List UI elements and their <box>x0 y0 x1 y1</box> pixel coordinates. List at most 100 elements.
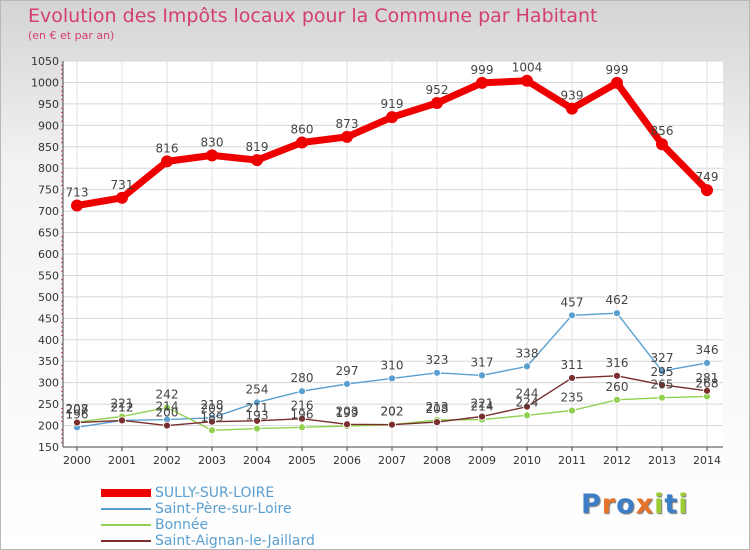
y-tick-label: 800 <box>38 162 59 175</box>
y-tick-label: 1000 <box>31 76 59 89</box>
data-label: 189 <box>201 410 224 424</box>
data-label: 212 <box>111 400 134 414</box>
data-point <box>568 311 576 320</box>
legend: SULLY-SUR-LOIRE Saint-Père-sur-Loire Bon… <box>101 485 315 549</box>
data-label: 952 <box>426 83 449 97</box>
data-point <box>523 402 531 411</box>
data-label: 749 <box>696 170 719 184</box>
grid-lines <box>63 60 723 448</box>
data-label: 297 <box>336 364 359 378</box>
data-point <box>206 149 218 162</box>
data-label: 310 <box>381 358 404 372</box>
legend-swatch <box>101 524 151 526</box>
logo-letter: x <box>635 489 655 520</box>
data-label: 860 <box>291 122 314 136</box>
legend-label: Bonnée <box>155 517 209 533</box>
data-label: 196 <box>291 407 314 421</box>
y-tick-label: 1050 <box>31 55 59 68</box>
data-label: 316 <box>606 356 629 370</box>
data-point <box>161 155 173 168</box>
y-tick-label: 400 <box>38 334 59 347</box>
data-point <box>703 386 711 395</box>
data-label: 462 <box>606 293 629 307</box>
logo-letter: o <box>616 489 636 520</box>
legend-swatch <box>101 508 151 510</box>
data-point <box>658 380 666 389</box>
data-label: 939 <box>561 89 584 103</box>
data-point <box>613 309 621 318</box>
data-point <box>433 368 441 377</box>
data-point <box>521 74 533 87</box>
data-point <box>163 421 171 430</box>
data-point <box>298 414 306 423</box>
series-group <box>71 74 713 435</box>
data-label: 199 <box>336 406 359 420</box>
x-tick-label: 2005 <box>288 454 316 467</box>
data-point <box>251 154 263 167</box>
data-label: 268 <box>696 376 719 390</box>
data-point <box>298 387 306 396</box>
data-label: 346 <box>696 343 719 357</box>
data-point <box>253 424 261 433</box>
x-tick-label: 2004 <box>243 454 271 467</box>
legend-item-saint-aignan: Saint-Aignan-le-Jaillard <box>101 533 315 549</box>
data-point <box>658 393 666 402</box>
y-tick-label: 750 <box>38 184 59 197</box>
legend-label: SULLY-SUR-LOIRE <box>155 485 275 501</box>
data-label: 260 <box>606 380 629 394</box>
legend-label: Saint-Père-sur-Loire <box>155 501 292 517</box>
axes: 150 200 250 300 350 400 450 500 550 600 650 700 750 8… <box>31 55 723 467</box>
legend-item-saint-pere: Saint-Père-sur-Loire <box>101 501 315 517</box>
data-point <box>611 76 623 89</box>
y-tick-label: 200 <box>38 420 59 433</box>
data-label: 457 <box>561 295 584 309</box>
data-point <box>71 199 83 212</box>
logo-letter: i <box>678 489 689 520</box>
logo-letter: i <box>654 489 665 520</box>
data-point <box>343 420 351 429</box>
legend-label: Saint-Aignan-le-Jaillard <box>155 533 315 549</box>
y-tick-label: 700 <box>38 205 59 218</box>
data-label: 214 <box>156 400 179 414</box>
x-tick-label: 2001 <box>108 454 136 467</box>
x-tick-label: 2000 <box>63 454 91 467</box>
x-tick-label: 2014 <box>693 454 721 467</box>
data-point <box>118 416 126 425</box>
data-point <box>298 423 306 432</box>
data-label: 295 <box>651 365 674 379</box>
data-label: 713 <box>66 186 89 200</box>
data-point <box>341 130 353 143</box>
data-point <box>296 136 308 149</box>
data-label: 202 <box>381 405 404 419</box>
data-label: 196 <box>66 407 89 421</box>
x-tick-label: 2008 <box>423 454 451 467</box>
logo-letter: P <box>581 489 602 520</box>
data-label: 208 <box>426 402 449 416</box>
data-label: 816 <box>156 141 179 155</box>
data-point <box>476 76 488 89</box>
data-label: 244 <box>516 387 539 401</box>
chart-subtitle: (en € et par an) <box>28 29 115 42</box>
data-point <box>73 418 81 427</box>
data-label: 212 <box>111 400 134 414</box>
y-tick-label: 300 <box>38 377 59 390</box>
data-label: 265 <box>651 378 674 392</box>
logo-letter: t <box>664 489 679 520</box>
x-tick-label: 2003 <box>198 454 226 467</box>
x-tick-label: 2012 <box>603 454 631 467</box>
data-label: 327 <box>651 351 674 365</box>
data-label: 311 <box>561 358 584 372</box>
x-tick-label: 2007 <box>378 454 406 467</box>
y-tick-label: 250 <box>38 398 59 411</box>
legend-item-sully: SULLY-SUR-LOIRE <box>101 485 315 501</box>
data-point <box>703 359 711 367</box>
data-label: 919 <box>381 97 404 111</box>
data-point <box>163 403 171 412</box>
data-label: 218 <box>201 398 224 412</box>
data-label: 1004 <box>512 61 543 75</box>
data-point <box>386 111 398 124</box>
data-label: 856 <box>651 124 674 138</box>
data-point <box>208 426 216 435</box>
data-point <box>431 97 443 110</box>
